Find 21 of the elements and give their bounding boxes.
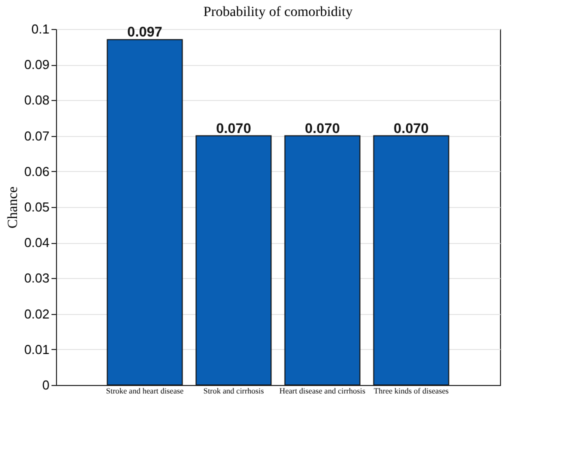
data-label: 0.070 <box>304 120 340 136</box>
y-tick-label: 0.02 <box>24 306 50 322</box>
y-tick-label: 0.06 <box>24 164 50 179</box>
data-label: 0.070 <box>216 120 252 136</box>
y-tick-label: 0.09 <box>24 57 50 72</box>
y-tick-label: 0.04 <box>24 235 50 250</box>
x-tick-label: Stroke and heart disease <box>106 386 184 396</box>
y-tick-label: 0.03 <box>24 270 50 286</box>
x-tick-label: Strok and cirrhosis <box>203 386 264 396</box>
y-tick-label: 0 <box>42 378 50 392</box>
data-label: 0.070 <box>394 120 429 136</box>
x-tick-label: Heart disease and cirrhosis <box>279 386 366 396</box>
chart-title: Probability of comorbidity <box>203 5 353 20</box>
x-tick-label: Three kinds of diseases <box>374 386 449 396</box>
y-tick-label: 0.05 <box>24 200 50 214</box>
y-axis-title: Chance <box>6 186 22 228</box>
y-tick-label: 0.07 <box>24 128 50 144</box>
y-tick-label: 0.1 <box>31 22 50 36</box>
y-tick-label: 0.01 <box>24 342 50 357</box>
data-label: 0.097 <box>127 24 163 40</box>
y-tick-label: 0.08 <box>24 92 50 108</box>
